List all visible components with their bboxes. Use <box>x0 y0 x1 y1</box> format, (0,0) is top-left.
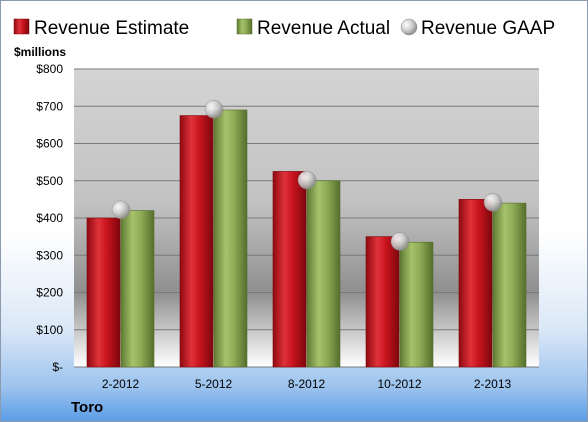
y-axis-unit-label: $millions <box>14 45 66 59</box>
y-axis-ticks: $- $100 $200 $300 $400 $500 $600 $700 $800 <box>36 62 63 374</box>
bar-revenue-estimate <box>365 236 400 368</box>
legend-swatch-estimate <box>13 18 30 35</box>
legend-label-actual: Revenue Actual <box>257 18 390 39</box>
y-tick-label: $600 <box>36 137 63 151</box>
x-axis-ticks: 2-2012 5-2012 8-2012 10-2012 2-2013 <box>102 377 512 391</box>
company-label: Toro <box>71 399 103 416</box>
point-revenue-gaap <box>111 200 131 220</box>
bar-revenue-actual <box>306 180 341 368</box>
point-revenue-gaap <box>297 170 317 190</box>
y-tick-label: $- <box>52 360 63 374</box>
y-tick-label: $800 <box>36 62 63 76</box>
y-tick-label: $300 <box>36 248 63 262</box>
legend-label-estimate: Revenue Estimate <box>34 18 189 39</box>
bar-revenue-actual <box>213 109 248 368</box>
x-tick-label: 10-2012 <box>377 377 421 391</box>
x-tick-label: 2-2012 <box>102 377 140 391</box>
bar-revenue-estimate <box>272 171 307 368</box>
y-tick-label: $100 <box>36 323 63 337</box>
legend-marker-gaap <box>400 18 418 36</box>
legend-swatch-actual <box>236 18 253 35</box>
bar-revenue-actual <box>492 202 527 368</box>
y-tick-label: $200 <box>36 286 63 300</box>
legend: Revenue Estimate Revenue Actual Revenue … <box>13 18 555 39</box>
x-tick-label: 5-2012 <box>195 377 233 391</box>
bars <box>86 109 527 368</box>
x-tick-label: 2-2013 <box>474 377 512 391</box>
bar-revenue-estimate <box>458 199 493 368</box>
gaap-points <box>111 99 503 251</box>
point-revenue-gaap <box>390 232 410 251</box>
x-tick-label: 8-2012 <box>288 377 326 391</box>
y-tick-label: $500 <box>36 174 63 188</box>
bar-revenue-actual <box>399 241 434 368</box>
y-tick-label: $700 <box>36 99 63 113</box>
y-tick-label: $400 <box>36 211 63 225</box>
bar-revenue-actual <box>120 210 155 368</box>
legend-label-gaap: Revenue GAAP <box>421 18 555 39</box>
bar-revenue-estimate <box>86 217 121 368</box>
point-revenue-gaap <box>204 99 224 119</box>
bar-revenue-estimate <box>179 115 214 368</box>
point-revenue-gaap <box>483 193 503 212</box>
